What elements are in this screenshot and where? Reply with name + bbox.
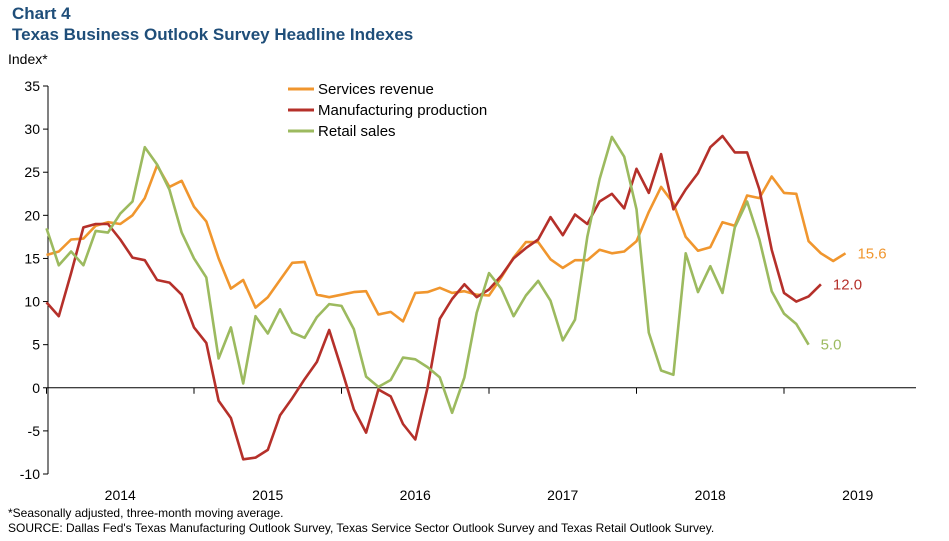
end-label: 12.0 — [833, 276, 862, 293]
series-line-manufacturing-production — [45, 134, 822, 461]
series-line-services-revenue — [46, 164, 847, 323]
x-axis: 2014 2015 2016 2017 2018 2019 — [46, 387, 916, 503]
y-tick-label: 30 — [24, 121, 40, 137]
y-axis: -10 -5 0 5 10 15 20 25 30 35 — [20, 78, 49, 482]
x-tick-label: 2018 — [695, 487, 726, 503]
x-tick-label: 2017 — [547, 487, 578, 503]
y-tick-label: 5 — [32, 337, 40, 353]
y-tick-label: 20 — [24, 207, 40, 223]
legend-label: Retail sales — [318, 123, 396, 140]
x-tick-label: 2016 — [400, 487, 431, 503]
y-tick-label: -10 — [20, 466, 40, 482]
end-label: 5.0 — [821, 337, 842, 354]
chart-label: Chart 4 — [12, 4, 71, 23]
end-labels: 15.6 12.0 5.0 — [821, 245, 887, 353]
series-line-retail-sales — [45, 135, 810, 415]
x-tick-label: 2015 — [252, 487, 283, 503]
footnote-note: *Seasonally adjusted, three-month moving… — [8, 506, 284, 520]
legend-label: Manufacturing production — [318, 102, 487, 119]
x-tick-label: 2014 — [105, 487, 136, 503]
end-label: 15.6 — [857, 245, 886, 262]
chart-title: Texas Business Outlook Survey Headline I… — [12, 25, 414, 44]
series-layer — [45, 134, 847, 461]
y-axis-label: Index* — [8, 51, 48, 67]
y-tick-label: 35 — [24, 78, 40, 94]
x-tick-label: 2019 — [842, 487, 873, 503]
legend-label: Services revenue — [318, 81, 434, 98]
footnote-source: SOURCE: Dallas Fed's Texas Manufacturing… — [8, 521, 715, 535]
y-tick-label: 0 — [32, 380, 40, 396]
y-tick-label: -5 — [28, 423, 41, 439]
y-tick-label: 15 — [24, 250, 40, 266]
y-tick-label: 25 — [24, 164, 40, 180]
y-tick-label: 10 — [24, 294, 40, 310]
legend: Services revenue Manufacturing production… — [288, 81, 487, 140]
